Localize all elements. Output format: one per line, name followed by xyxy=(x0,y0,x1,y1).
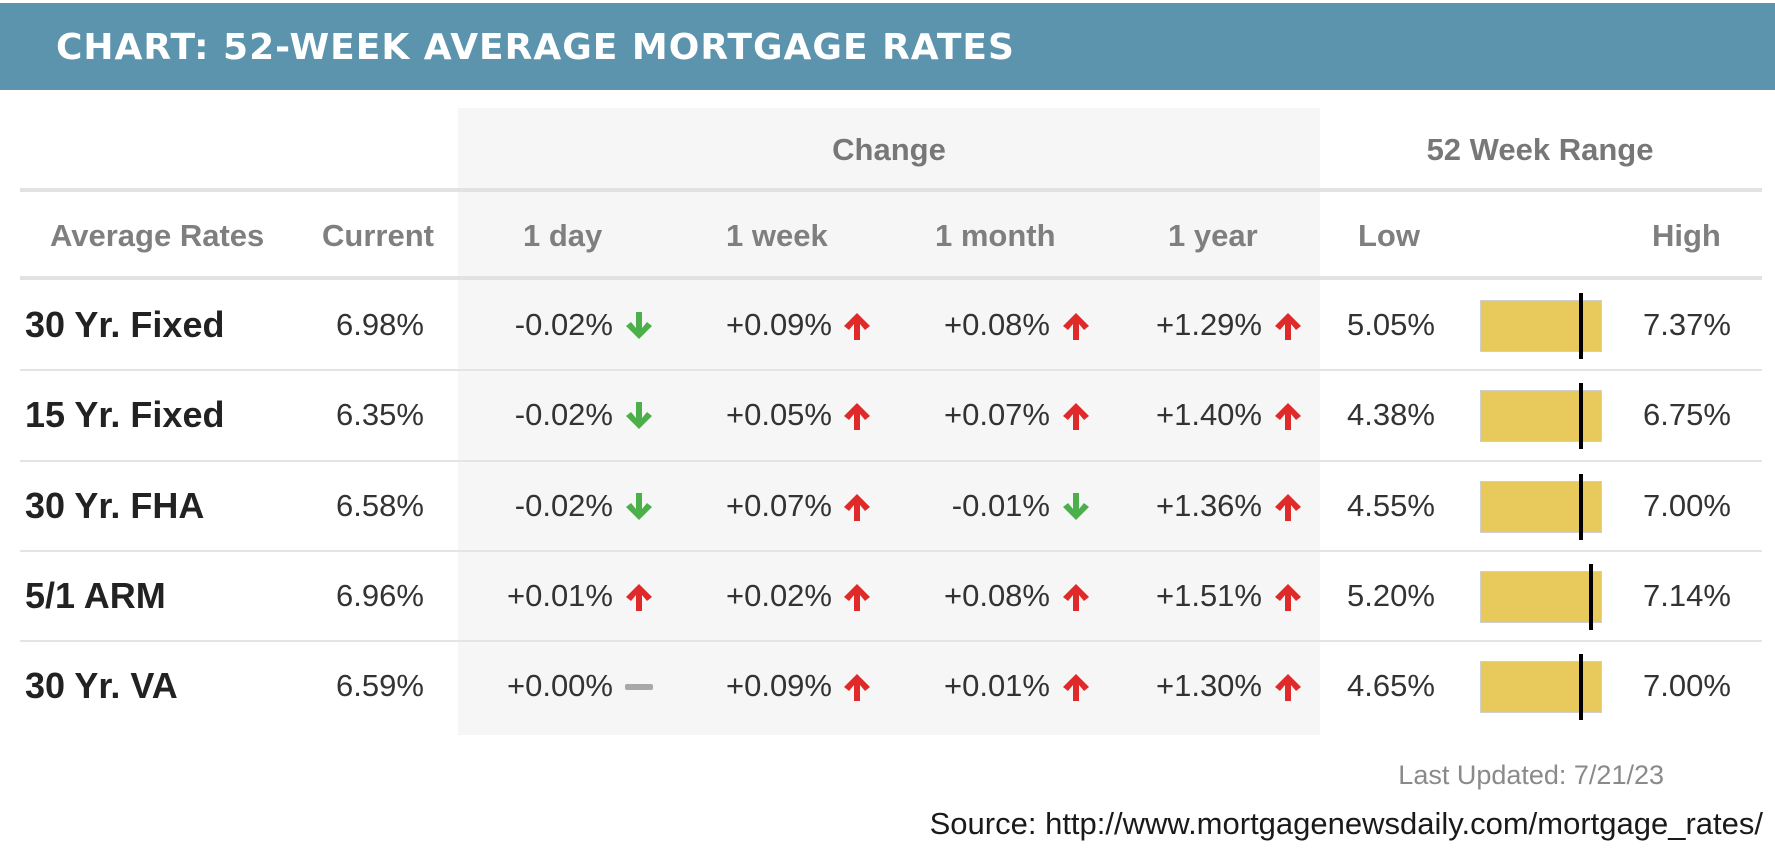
range-low: 4.38% xyxy=(1347,397,1435,432)
range-bar xyxy=(1480,390,1602,442)
change-value: -0.02% xyxy=(514,397,613,432)
change-group-header: Change xyxy=(832,132,946,167)
arrow-up-icon xyxy=(1271,670,1305,704)
arrow-up-icon xyxy=(1059,309,1093,343)
arrow-up-icon xyxy=(840,490,874,524)
change-value: +0.00% xyxy=(506,668,613,703)
table-row: 30 Yr. FHA 6.58% -0.02% +0.07% -0.01% +1.36% 4… xyxy=(0,461,1775,551)
range-group-header: 52 Week Range xyxy=(1426,132,1654,167)
arrow-up-icon xyxy=(1059,399,1093,433)
col-header-low: Low xyxy=(1358,218,1420,253)
row-divider xyxy=(20,369,1762,371)
chart-title: CHART: 52-WEEK AVERAGE MORTGAGE RATES xyxy=(56,27,1015,68)
change-value: +0.01% xyxy=(943,668,1050,703)
change-value: +1.36% xyxy=(1155,488,1262,523)
flat-dash-icon xyxy=(622,670,656,704)
change-value: +0.02% xyxy=(725,578,832,613)
change-value: +1.30% xyxy=(1155,668,1262,703)
col-header-high: High xyxy=(1652,218,1721,253)
range-high: 7.14% xyxy=(1643,578,1731,613)
range-low: 4.55% xyxy=(1347,488,1435,523)
row-divider xyxy=(20,550,1762,552)
range-bar xyxy=(1480,571,1602,623)
current-rate-marker xyxy=(1579,293,1583,359)
change-value: -0.01% xyxy=(951,488,1050,523)
arrow-down-icon xyxy=(622,399,656,433)
change-value: +0.08% xyxy=(943,578,1050,613)
current-rate: 6.35% xyxy=(336,397,424,432)
range-low: 4.65% xyxy=(1347,668,1435,703)
range-bar xyxy=(1480,661,1602,713)
current-rate: 6.96% xyxy=(336,578,424,613)
table-row: 5/1 ARM 6.96% +0.01% +0.02% +0.08% +1.51% 5.20… xyxy=(0,551,1775,641)
change-value: +0.05% xyxy=(725,397,832,432)
change-value: +1.40% xyxy=(1155,397,1262,432)
change-column-background xyxy=(458,108,1320,735)
change-value: +0.01% xyxy=(506,578,613,613)
change-value: +0.07% xyxy=(725,488,832,523)
change-value: +0.09% xyxy=(725,307,832,342)
header-divider-bottom xyxy=(20,276,1762,280)
table-row: 15 Yr. Fixed 6.35% -0.02% +0.05% +0.07% +1.40… xyxy=(0,370,1775,460)
range-high: 7.00% xyxy=(1643,668,1731,703)
range-high: 7.37% xyxy=(1643,307,1731,342)
last-updated: Last Updated: 7/21/23 xyxy=(1398,760,1664,790)
rate-name: 15 Yr. Fixed xyxy=(25,394,225,435)
col-header-average-rates: Average Rates xyxy=(50,218,265,253)
rate-name: 5/1 ARM xyxy=(25,575,166,616)
arrow-up-icon xyxy=(1271,399,1305,433)
arrow-down-icon xyxy=(1059,490,1093,524)
arrow-down-icon xyxy=(622,309,656,343)
arrow-up-icon xyxy=(622,580,656,614)
change-value: +1.29% xyxy=(1155,307,1262,342)
range-bar xyxy=(1480,481,1602,533)
col-header-1-week: 1 week xyxy=(726,218,828,253)
rate-name: 30 Yr. VA xyxy=(25,665,178,706)
row-divider xyxy=(20,460,1762,462)
arrow-up-icon xyxy=(1271,580,1305,614)
row-divider xyxy=(20,640,1762,642)
current-rate-marker xyxy=(1589,564,1593,630)
col-header-1-month: 1 month xyxy=(935,218,1056,253)
current-rate-marker xyxy=(1579,474,1583,540)
change-value: +1.51% xyxy=(1155,578,1262,613)
range-high: 7.00% xyxy=(1643,488,1731,523)
rate-name: 30 Yr. FHA xyxy=(25,485,205,526)
current-rate-marker xyxy=(1579,383,1583,449)
change-value: +0.08% xyxy=(943,307,1050,342)
range-low: 5.20% xyxy=(1347,578,1435,613)
change-value: -0.02% xyxy=(514,488,613,523)
table-row: 30 Yr. Fixed 6.98% -0.02% +0.09% +0.08% +1.29… xyxy=(0,280,1775,370)
range-high: 6.75% xyxy=(1643,397,1731,432)
arrow-up-icon xyxy=(840,309,874,343)
col-header-current: Current xyxy=(322,218,434,253)
arrow-up-icon xyxy=(840,399,874,433)
arrow-down-icon xyxy=(622,490,656,524)
change-value: +0.07% xyxy=(943,397,1050,432)
change-value: +0.09% xyxy=(725,668,832,703)
col-header-1-year: 1 year xyxy=(1168,218,1258,253)
current-rate: 6.58% xyxy=(336,488,424,523)
arrow-up-icon xyxy=(1059,670,1093,704)
col-header-1-day: 1 day xyxy=(523,218,603,253)
arrow-up-icon xyxy=(840,670,874,704)
arrow-up-icon xyxy=(1271,490,1305,524)
source-credit: Source: http://www.mortgagenewsdaily.com… xyxy=(929,806,1763,841)
current-rate: 6.98% xyxy=(336,307,424,342)
header-divider-top xyxy=(20,188,1762,192)
arrow-up-icon xyxy=(1059,580,1093,614)
current-rate: 6.59% xyxy=(336,668,424,703)
current-rate-marker xyxy=(1579,654,1583,720)
change-value: -0.02% xyxy=(514,307,613,342)
arrow-up-icon xyxy=(840,580,874,614)
rate-name: 30 Yr. Fixed xyxy=(25,304,225,345)
range-bar xyxy=(1480,300,1602,352)
title-banner: CHART: 52-WEEK AVERAGE MORTGAGE RATES xyxy=(0,3,1775,90)
arrow-up-icon xyxy=(1271,309,1305,343)
table-row: 30 Yr. VA 6.59% +0.00% +0.09% +0.01% +1.30% 4.… xyxy=(0,641,1775,731)
range-low: 5.05% xyxy=(1347,307,1435,342)
